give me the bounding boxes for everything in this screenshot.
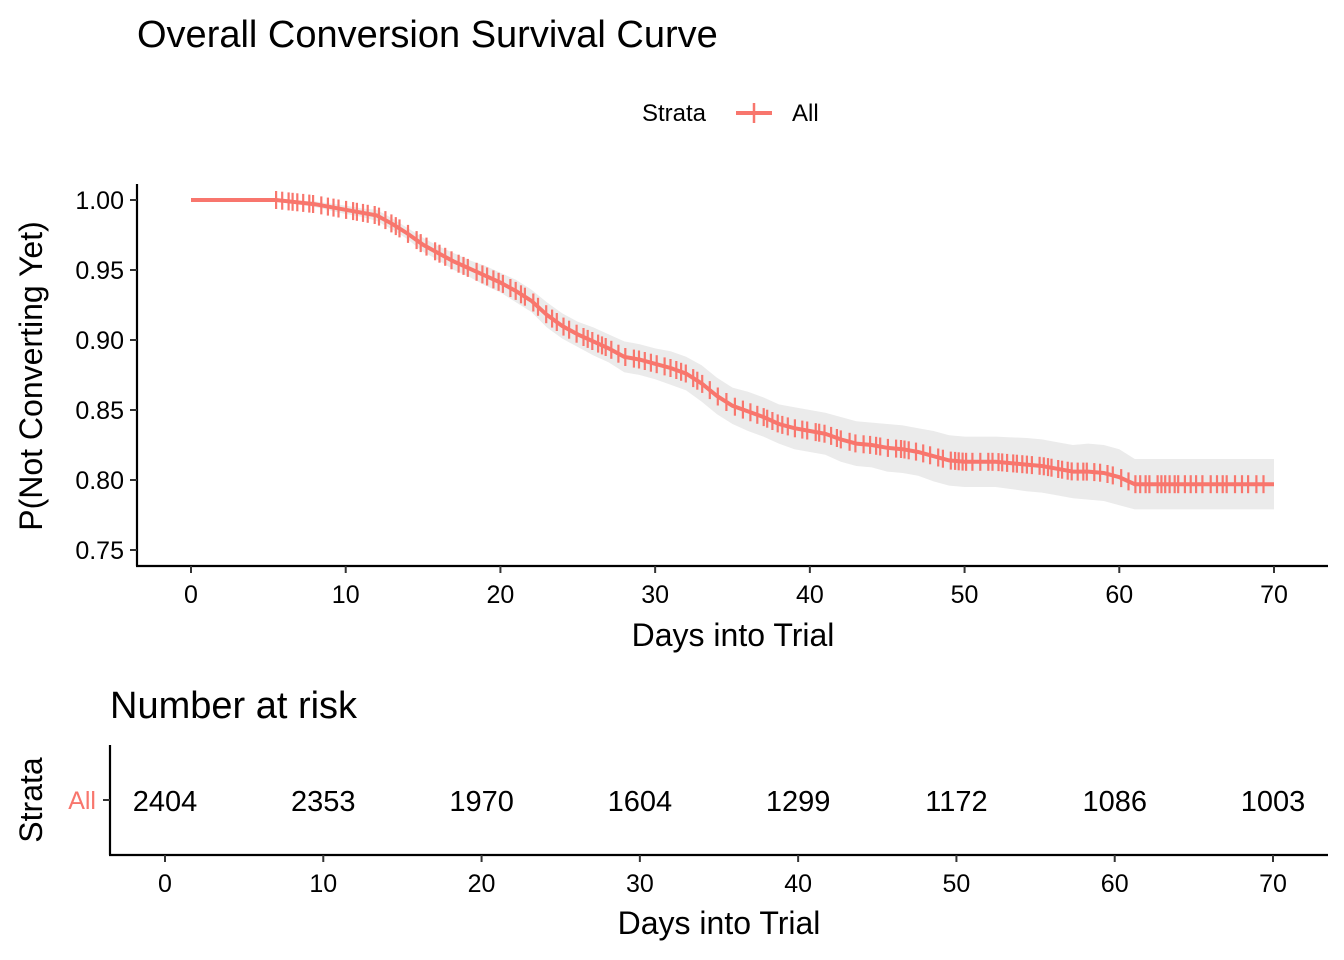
risk-count: 1086: [1082, 786, 1147, 818]
confidence-band: [191, 200, 1274, 510]
risk-x-tick-label: 10: [309, 870, 337, 898]
risk-x-tick-label: 0: [158, 870, 172, 898]
risk-x-tick-label: 20: [468, 870, 496, 898]
x-tick-label: 60: [1105, 581, 1133, 609]
x-tick-label: 20: [487, 581, 515, 609]
survival-plot-area: [191, 191, 1274, 510]
legend-label-all: All: [792, 100, 819, 127]
x-tick-label: 0: [184, 581, 198, 609]
x-tick-label: 10: [332, 581, 360, 609]
risk-row-label-all: All: [68, 787, 96, 815]
risk-x-tick-label: 60: [1101, 870, 1129, 898]
risk-table-title: Number at risk: [110, 685, 358, 727]
risk-table: All 2404 2353 1970 1604 1299 1172 1086 1003: [68, 786, 1305, 818]
x-axis-label: Days into Trial: [632, 617, 835, 653]
risk-count: 1172: [925, 786, 987, 818]
risk-x-tick-label: 70: [1259, 870, 1287, 898]
x-tick-label: 70: [1260, 581, 1288, 609]
risk-count: 1970: [449, 786, 514, 818]
x-tick-label: 30: [641, 581, 669, 609]
legend-title: Strata: [642, 100, 707, 127]
y-tick-label: 0.80: [75, 467, 124, 495]
y-tick-label: 0.95: [75, 257, 124, 285]
risk-count: 2404: [133, 786, 198, 818]
legend: Strata All: [642, 100, 819, 127]
risk-x-tick-label: 50: [943, 870, 971, 898]
chart-title: Overall Conversion Survival Curve: [137, 14, 718, 56]
risk-table-axes: 0 10 20 30 40 50 60 70: [103, 745, 1328, 898]
risk-count: 1604: [608, 786, 673, 818]
x-tick-label: 40: [796, 581, 824, 609]
x-tick-label: 50: [951, 581, 979, 609]
survival-axes: 0.75 0.80 0.85 0.90 0.95 1.00 0 10 20 30 40 50 60 70: [75, 184, 1328, 609]
risk-count: 1299: [766, 786, 831, 818]
risk-x-tick-label: 30: [626, 870, 654, 898]
risk-y-axis-label: Strata: [13, 757, 49, 843]
survival-curve-all: [191, 198, 1274, 487]
y-tick-label: 0.90: [75, 327, 124, 355]
risk-x-axis-label: Days into Trial: [618, 905, 821, 941]
y-tick-label: 1.00: [75, 187, 124, 215]
risk-count: 1003: [1241, 786, 1306, 818]
risk-x-tick-label: 40: [784, 870, 812, 898]
y-axis-label: P(Not Converting Yet): [13, 221, 49, 531]
risk-count: 2353: [291, 786, 356, 818]
censor-marks: [275, 191, 1265, 494]
y-tick-label: 0.75: [75, 537, 124, 565]
y-tick-label: 0.85: [75, 397, 124, 425]
